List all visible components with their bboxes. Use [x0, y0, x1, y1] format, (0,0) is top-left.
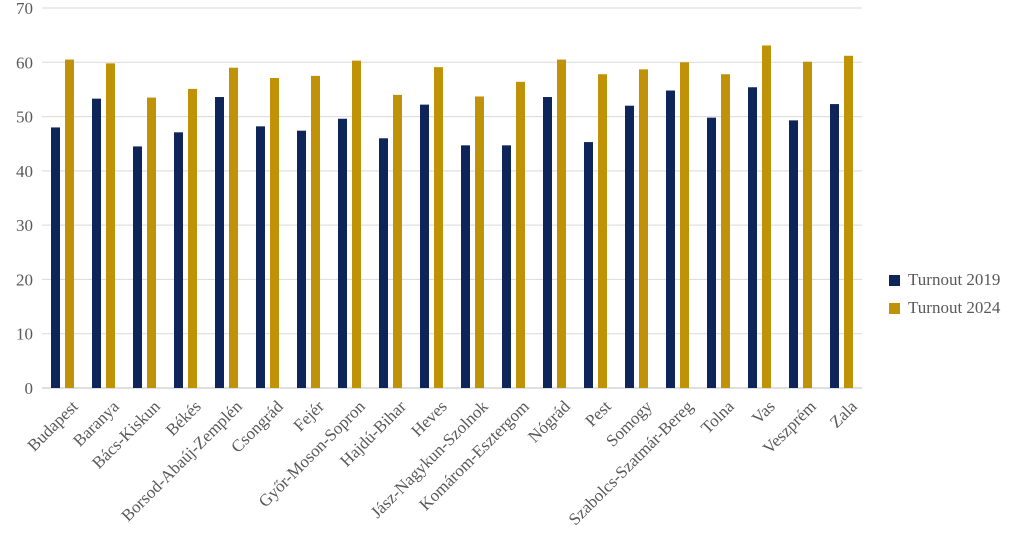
bar-2024: [721, 74, 730, 388]
bar-2019: [748, 87, 757, 388]
bar-2024: [393, 94, 402, 388]
bar-2024: [106, 63, 115, 388]
x-tick-label: Vas: [748, 397, 779, 428]
bar-2024: [680, 62, 689, 389]
y-tick-label: 70: [16, 0, 33, 18]
y-tick-label: 40: [16, 162, 33, 181]
y-tick-label: 50: [16, 108, 33, 127]
bar-2024: [65, 59, 74, 388]
bar-2024: [270, 78, 279, 389]
bar-2019: [420, 104, 429, 388]
y-tick-label: 20: [16, 270, 33, 289]
bar-2019: [502, 145, 511, 388]
gridlines: [42, 7, 862, 389]
legend-label-2019: Turnout 2019: [908, 270, 1001, 289]
bar-2024: [188, 88, 197, 388]
bar-2024: [639, 69, 648, 388]
bar-2024: [557, 59, 566, 388]
bar-2019: [133, 146, 142, 388]
bars: [51, 45, 853, 389]
bar-2019: [215, 97, 224, 389]
legend-swatch-2024: [889, 302, 900, 314]
bar-2024: [844, 55, 853, 389]
bar-2019: [297, 130, 306, 388]
x-tick-label: Tolna: [697, 397, 738, 438]
legend-item-2019: Turnout 2019: [889, 266, 1000, 294]
bar-2024: [762, 45, 771, 388]
bar-2019: [543, 97, 552, 389]
x-tick-label: Budapest: [24, 397, 82, 455]
bar-2024: [598, 74, 607, 388]
bar-2024: [311, 75, 320, 388]
bar-2019: [338, 118, 347, 388]
x-axis: BudapestBaranyaBács-KiskunBékésBorsod-Ab…: [24, 397, 861, 529]
legend-item-2024: Turnout 2024: [889, 294, 1000, 322]
bar-2019: [92, 98, 101, 389]
x-tick-label: Nógrád: [524, 397, 574, 447]
y-tick-label: 60: [16, 53, 33, 72]
x-tick-label: Zala: [826, 397, 861, 432]
y-axis: 0 10 20 30 40 50 60 70: [16, 0, 33, 398]
legend-swatch-2019: [889, 274, 900, 286]
bar-2019: [666, 90, 675, 388]
bar-2019: [51, 127, 60, 388]
bar-2019: [830, 104, 839, 388]
bar-2019: [256, 126, 265, 388]
bar-2024: [475, 96, 484, 388]
bar-2024: [147, 97, 156, 389]
bar-2024: [352, 60, 361, 389]
bar-2019: [625, 105, 634, 388]
bar-2019: [789, 120, 798, 388]
bar-2024: [229, 67, 238, 388]
bar-2019: [584, 142, 593, 388]
bar-2019: [707, 117, 716, 389]
x-tick-label: Pest: [581, 397, 615, 431]
y-tick-label: 10: [16, 325, 33, 344]
bar-2024: [516, 81, 525, 388]
bar-2019: [379, 138, 388, 388]
bar-2019: [174, 132, 183, 388]
y-tick-label: 30: [16, 216, 33, 235]
legend-label-2024: Turnout 2024: [908, 298, 1001, 317]
legend: Turnout 2019 Turnout 2024: [889, 266, 1000, 322]
bar-2019: [461, 145, 470, 388]
bar-2024: [434, 67, 443, 389]
bar-2024: [803, 61, 812, 388]
y-tick-label: 0: [25, 379, 34, 398]
